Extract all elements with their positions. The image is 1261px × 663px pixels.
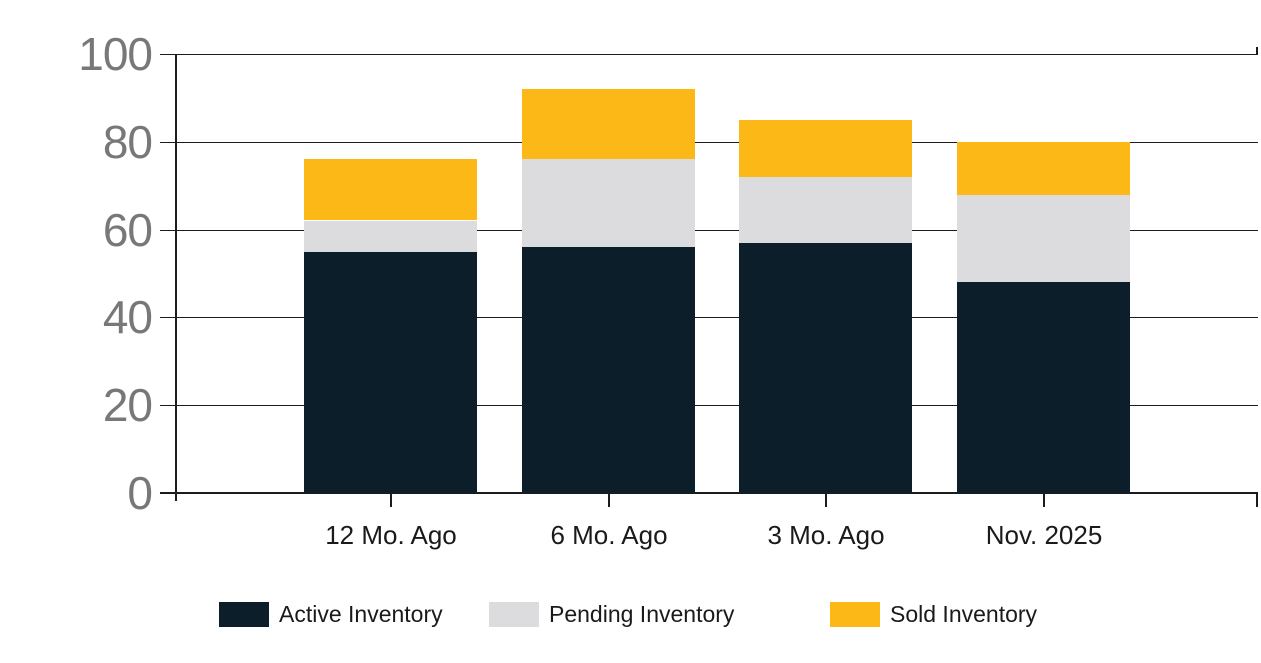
gridline-80 bbox=[160, 142, 1258, 143]
y-axis-tick-label: 100 bbox=[78, 28, 153, 80]
legend-item-active-inventory: Active Inventory bbox=[219, 602, 443, 627]
y-axis-tick-label: 0 bbox=[127, 467, 153, 519]
bar-segment-active-inventory bbox=[739, 243, 912, 493]
bar-segment-sold-inventory bbox=[957, 142, 1130, 195]
bar-segment-sold-inventory bbox=[739, 120, 912, 177]
x-axis-category-label: Nov. 2025 bbox=[985, 520, 1103, 550]
bar-segment-active-inventory bbox=[304, 252, 477, 493]
gridline-40 bbox=[160, 317, 1258, 318]
legend-label: Pending Inventory bbox=[549, 601, 735, 627]
x-axis-tick bbox=[608, 493, 610, 507]
bar-segment-pending-inventory bbox=[739, 177, 912, 243]
y-axis-tick-label: 80 bbox=[102, 116, 153, 168]
x-axis-end-tick bbox=[1256, 493, 1258, 507]
x-axis-tick bbox=[390, 493, 392, 507]
y-axis-tick-label: 40 bbox=[102, 291, 153, 343]
x-axis-tick bbox=[825, 493, 827, 507]
gridline-100 bbox=[160, 54, 1258, 55]
legend-swatch bbox=[489, 602, 539, 627]
y-axis-line bbox=[175, 54, 177, 501]
x-axis-tick bbox=[1043, 493, 1045, 507]
gridline-0 bbox=[160, 492, 1258, 494]
bar-segment-pending-inventory bbox=[957, 194, 1130, 282]
legend-item-sold-inventory: Sold Inventory bbox=[830, 602, 1037, 627]
legend-label: Sold Inventory bbox=[890, 601, 1038, 627]
top-gridline-end-tick bbox=[1256, 47, 1258, 54]
legend-swatch bbox=[219, 602, 269, 627]
legend-label: Active Inventory bbox=[279, 601, 443, 627]
legend-item-pending-inventory: Pending Inventory bbox=[489, 602, 734, 627]
bar-segment-active-inventory bbox=[522, 247, 695, 493]
bar-segment-pending-inventory bbox=[522, 159, 695, 247]
x-axis-category-label: 6 Mo. Ago bbox=[550, 520, 668, 550]
y-axis-tick-label: 20 bbox=[102, 379, 153, 431]
x-axis-category-label: 12 Mo. Ago bbox=[325, 520, 457, 550]
bar-segment-active-inventory bbox=[957, 282, 1130, 493]
x-axis-category-label: 3 Mo. Ago bbox=[767, 520, 885, 550]
bar-segment-pending-inventory bbox=[304, 221, 477, 252]
bar-segment-sold-inventory bbox=[304, 159, 477, 220]
gridline-20 bbox=[160, 405, 1258, 406]
legend-swatch bbox=[830, 602, 880, 627]
gridline-60 bbox=[160, 230, 1258, 231]
y-axis-tick-label: 60 bbox=[102, 204, 153, 256]
bar-segment-sold-inventory bbox=[522, 89, 695, 159]
